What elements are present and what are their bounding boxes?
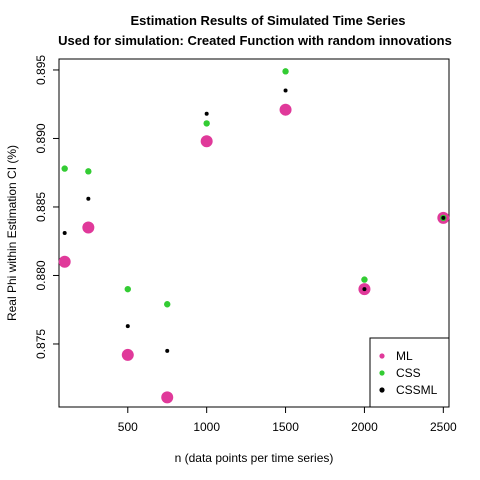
x-tick-label: 1500 (272, 420, 299, 434)
point-css (61, 165, 68, 172)
y-axis: 0.875 0.880 0.885 0.890 0.895 (34, 55, 59, 359)
legend-marker-ml (379, 353, 385, 359)
plot-frame (58, 58, 450, 408)
legend-label-ml: ML (396, 349, 413, 363)
point-ml (58, 255, 71, 268)
y-tick-label: 0.885 (34, 192, 48, 222)
y-axis-label: Real Phi within Estimation CI (%) (5, 145, 19, 321)
point-ml (82, 221, 95, 234)
legend-label-css: CSS (396, 366, 421, 380)
point-css (361, 276, 368, 283)
legend: ML CSS CSSML (369, 337, 450, 408)
point-css (164, 301, 171, 308)
chart-subtitle: Used for simulation: Created Function wi… (58, 33, 452, 48)
point-cssml (125, 324, 130, 329)
point-css (85, 168, 92, 175)
point-ml (121, 348, 134, 361)
point-ml (200, 135, 213, 148)
x-tick-label: 500 (118, 420, 138, 434)
point-cssml (283, 88, 288, 93)
point-cssml (165, 348, 170, 353)
chart-title: Estimation Results of Simulated Time Ser… (130, 13, 405, 28)
point-cssml (62, 231, 67, 235)
legend-label-cssml: CSSML (396, 383, 438, 397)
point-ml (161, 391, 174, 404)
point-css (124, 285, 131, 293)
point-cssml (86, 196, 91, 201)
point-css (282, 68, 289, 75)
y-tick-label: 0.880 (34, 260, 48, 290)
point-cssml (362, 287, 367, 292)
legend-marker-cssml (379, 387, 385, 393)
point-ml (279, 103, 292, 116)
x-axis-label: n (data points per time series) (175, 451, 334, 465)
legend-marker-css (379, 370, 385, 376)
y-tick-label: 0.875 (34, 329, 48, 359)
data-points (58, 68, 450, 404)
x-tick-label: 2000 (351, 420, 378, 434)
x-tick-label: 1000 (193, 420, 220, 434)
y-tick-label: 0.890 (34, 123, 48, 153)
x-axis: 500 1000 1500 2000 2500 (118, 407, 457, 434)
point-css (203, 120, 210, 127)
x-tick-label: 2500 (430, 420, 457, 434)
y-tick-label: 0.895 (34, 55, 48, 85)
point-cssml (441, 215, 446, 220)
point-cssml (204, 111, 209, 116)
